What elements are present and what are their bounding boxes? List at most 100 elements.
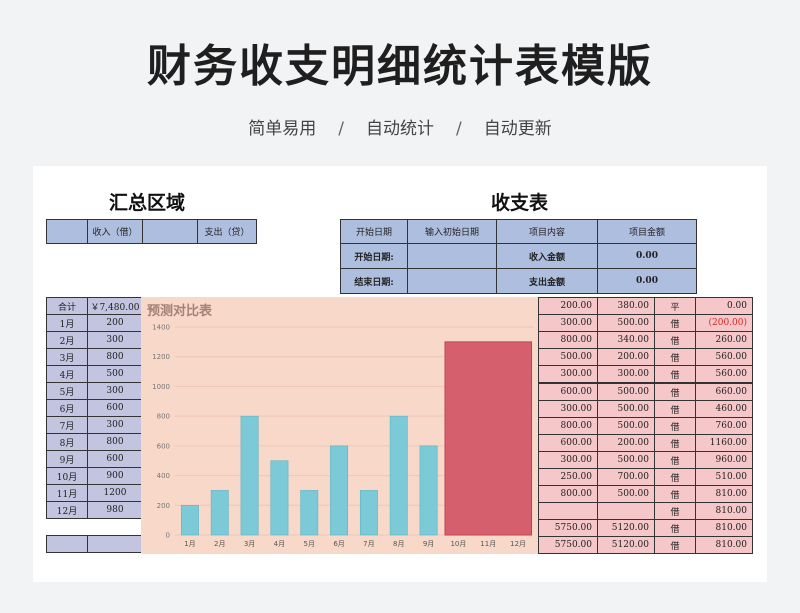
month-value[interactable]: 300: [87, 382, 143, 400]
debit-cell[interactable]: 5750.00: [538, 536, 598, 554]
month-label[interactable]: 12月: [46, 501, 88, 519]
direction-cell[interactable]: 借: [654, 314, 696, 332]
month-value[interactable]: 600: [87, 399, 143, 417]
direction-cell[interactable]: 借: [654, 348, 696, 366]
direction-cell[interactable]: 借: [654, 502, 696, 520]
debit-cell[interactable]: 300.00: [538, 365, 598, 383]
ledger-header-input[interactable]: 输入初始日期: [407, 219, 497, 244]
balance-cell[interactable]: 560.00: [695, 365, 753, 383]
month-label[interactable]: 6月: [46, 399, 88, 417]
end-date-input[interactable]: [407, 268, 497, 294]
summary-blank-cell[interactable]: [46, 535, 88, 553]
month-value[interactable]: 980: [87, 501, 143, 519]
direction-cell[interactable]: 借: [654, 400, 696, 418]
credit-cell[interactable]: 200.00: [597, 434, 655, 452]
month-label[interactable]: 4月: [46, 365, 88, 383]
income-amount-value[interactable]: 0.00: [597, 243, 697, 269]
debit-cell[interactable]: 500.00: [538, 348, 598, 366]
balance-cell[interactable]: 760.00: [695, 417, 753, 435]
direction-cell[interactable]: 借: [654, 365, 696, 383]
direction-cell[interactable]: 借: [654, 519, 696, 537]
month-value[interactable]: 900: [87, 467, 143, 485]
debit-cell[interactable]: 800.00: [538, 331, 598, 349]
ledger-header-start[interactable]: 开始日期: [340, 219, 408, 244]
start-date-input[interactable]: [407, 243, 497, 269]
balance-cell[interactable]: 810.00: [695, 519, 753, 537]
direction-cell[interactable]: 借: [654, 331, 696, 349]
direction-cell[interactable]: 借: [654, 451, 696, 469]
credit-cell[interactable]: 380.00: [597, 297, 655, 315]
balance-cell[interactable]: 460.00: [695, 400, 753, 418]
direction-cell[interactable]: 借: [654, 434, 696, 452]
summary-blank-cell[interactable]: [87, 535, 143, 553]
month-value[interactable]: 200: [87, 314, 143, 332]
total-label[interactable]: 合计: [46, 297, 88, 315]
debit-cell[interactable]: 600.00: [538, 434, 598, 452]
debit-cell[interactable]: 800.00: [538, 485, 598, 503]
balance-cell[interactable]: 810.00: [695, 485, 753, 503]
balance-cell[interactable]: 0.00: [695, 297, 753, 315]
month-value[interactable]: 600: [87, 450, 143, 468]
credit-cell[interactable]: 340.00: [597, 331, 655, 349]
balance-cell[interactable]: 810.00: [695, 536, 753, 554]
debit-cell[interactable]: 300.00: [538, 314, 598, 332]
credit-cell[interactable]: 5120.00: [597, 519, 655, 537]
direction-cell[interactable]: 借: [654, 417, 696, 435]
month-label[interactable]: 11月: [46, 484, 88, 502]
credit-cell[interactable]: 500.00: [597, 383, 655, 401]
month-label[interactable]: 5月: [46, 382, 88, 400]
credit-cell[interactable]: 500.00: [597, 417, 655, 435]
debit-cell[interactable]: 5750.00: [538, 519, 598, 537]
ledger-header-content[interactable]: 项目内容: [496, 219, 598, 244]
month-value[interactable]: 1200: [87, 484, 143, 502]
direction-cell[interactable]: 借: [654, 468, 696, 486]
ledger-header-amount[interactable]: 项目金额: [597, 219, 697, 244]
month-label[interactable]: 1月: [46, 314, 88, 332]
credit-cell[interactable]: 500.00: [597, 451, 655, 469]
direction-cell[interactable]: 借: [654, 536, 696, 554]
debit-cell[interactable]: 300.00: [538, 400, 598, 418]
balance-cell[interactable]: 960.00: [695, 451, 753, 469]
debit-cell[interactable]: 200.00: [538, 297, 598, 315]
expense-amount-value[interactable]: 0.00: [597, 268, 697, 294]
summary-header-expense[interactable]: 支出（贷）: [197, 219, 257, 244]
total-value[interactable]: ￥7,480.00: [87, 297, 143, 315]
credit-cell[interactable]: 700.00: [597, 468, 655, 486]
month-value[interactable]: 800: [87, 348, 143, 366]
balance-cell[interactable]: 1160.00: [695, 434, 753, 452]
summary-header-blank[interactable]: [46, 219, 88, 244]
balance-cell[interactable]: 560.00: [695, 348, 753, 366]
direction-cell[interactable]: 平: [654, 297, 696, 315]
debit-cell[interactable]: 800.00: [538, 417, 598, 435]
balance-cell[interactable]: 510.00: [695, 468, 753, 486]
credit-cell[interactable]: [597, 502, 655, 520]
balance-cell[interactable]: (200.00): [695, 314, 753, 332]
credit-cell[interactable]: 5120.00: [597, 536, 655, 554]
month-label[interactable]: 9月: [46, 450, 88, 468]
summary-header-income[interactable]: 收入（借）: [87, 219, 143, 244]
summary-header-blank2[interactable]: [142, 219, 198, 244]
credit-cell[interactable]: 500.00: [597, 485, 655, 503]
credit-cell[interactable]: 300.00: [597, 365, 655, 383]
debit-cell[interactable]: 600.00: [538, 383, 598, 401]
balance-cell[interactable]: 660.00: [695, 383, 753, 401]
balance-cell[interactable]: 260.00: [695, 331, 753, 349]
month-value[interactable]: 800: [87, 433, 143, 451]
month-label[interactable]: 3月: [46, 348, 88, 366]
month-value[interactable]: 300: [87, 331, 143, 349]
month-label[interactable]: 2月: [46, 331, 88, 349]
month-label[interactable]: 10月: [46, 467, 88, 485]
debit-cell[interactable]: 250.00: [538, 468, 598, 486]
credit-cell[interactable]: 500.00: [597, 314, 655, 332]
debit-cell[interactable]: 300.00: [538, 451, 598, 469]
direction-cell[interactable]: 借: [654, 383, 696, 401]
credit-cell[interactable]: 200.00: [597, 348, 655, 366]
credit-cell[interactable]: 500.00: [597, 400, 655, 418]
direction-cell[interactable]: 借: [654, 485, 696, 503]
debit-cell[interactable]: [538, 502, 598, 520]
month-label[interactable]: 7月: [46, 416, 88, 434]
month-value[interactable]: 500: [87, 365, 143, 383]
balance-cell[interactable]: 810.00: [695, 502, 753, 520]
month-label[interactable]: 8月: [46, 433, 88, 451]
month-value[interactable]: 300: [87, 416, 143, 434]
